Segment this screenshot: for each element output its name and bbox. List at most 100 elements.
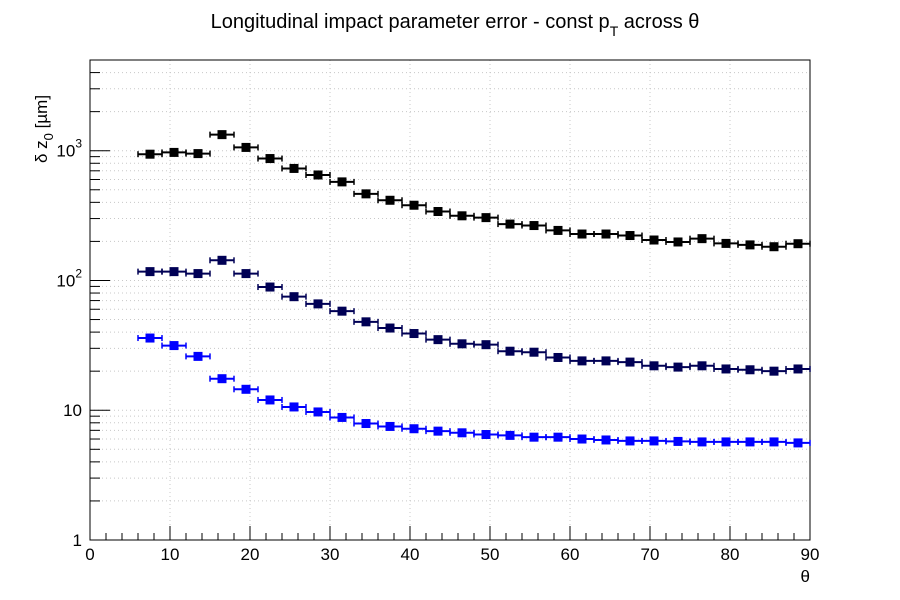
data-point-marker	[361, 317, 371, 327]
data-point-marker	[217, 374, 227, 384]
data-point-marker	[529, 221, 539, 231]
series-2	[137, 255, 811, 376]
data-point-marker	[697, 234, 707, 244]
y-tick-label: 102	[56, 266, 82, 290]
data-point-marker	[265, 395, 275, 405]
x-tick-label: 70	[641, 545, 660, 564]
data-point-marker	[505, 430, 515, 440]
data-point-marker	[169, 267, 179, 277]
data-point-marker	[673, 362, 683, 372]
data-point-marker	[529, 432, 539, 442]
data-point-marker	[217, 255, 227, 265]
data-marks	[137, 130, 811, 448]
data-point-marker	[313, 407, 323, 417]
data-point-marker	[793, 239, 803, 249]
data-point-marker	[169, 147, 179, 157]
data-point-marker	[457, 428, 467, 438]
data-point-marker	[745, 240, 755, 250]
data-point-marker	[241, 269, 251, 279]
data-point-marker	[697, 437, 707, 447]
data-point-marker	[409, 329, 419, 339]
data-point-marker	[529, 347, 539, 357]
data-point-marker	[577, 434, 587, 444]
data-point-marker	[193, 269, 203, 279]
x-tick-label: 80	[721, 545, 740, 564]
data-point-marker	[769, 366, 779, 376]
data-point-marker	[721, 364, 731, 374]
data-point-marker	[769, 437, 779, 447]
data-point-marker	[385, 421, 395, 431]
data-point-marker	[649, 235, 659, 245]
data-point-marker	[673, 436, 683, 446]
data-point-marker	[409, 200, 419, 210]
data-point-marker	[241, 142, 251, 152]
data-point-marker	[145, 333, 155, 343]
y-tick-label: 1	[73, 531, 82, 550]
data-point-marker	[217, 130, 227, 140]
data-point-marker	[289, 292, 299, 302]
data-point-marker	[409, 424, 419, 434]
data-point-marker	[433, 207, 443, 217]
y-axis-title-rest: [µm]	[32, 95, 51, 133]
data-point-marker	[457, 339, 467, 349]
data-point-marker	[265, 282, 275, 292]
x-tick-label: 10	[161, 545, 180, 564]
data-point-marker	[553, 432, 563, 442]
plot-frame	[89, 59, 811, 541]
x-tick-label: 30	[321, 545, 340, 564]
chart-title: Longitudinal impact parameter error - co…	[211, 11, 700, 39]
data-point-marker	[625, 436, 635, 446]
series-1	[137, 130, 811, 252]
data-point-marker	[505, 346, 515, 356]
data-point-marker	[337, 306, 347, 316]
data-point-marker	[313, 299, 323, 309]
data-point-marker	[361, 419, 371, 429]
data-point-marker	[361, 189, 371, 199]
data-point-marker	[625, 231, 635, 241]
data-point-marker	[289, 163, 299, 173]
x-tick-label: 20	[241, 545, 260, 564]
data-point-marker	[385, 323, 395, 333]
data-point-marker	[745, 437, 755, 447]
y-axis-title-subscript: 0	[41, 133, 56, 140]
data-point-marker	[601, 356, 611, 366]
data-point-marker	[649, 361, 659, 371]
data-point-marker	[673, 237, 683, 247]
data-point-marker	[505, 219, 515, 229]
data-point-marker	[433, 426, 443, 436]
x-tick-label: 60	[561, 545, 580, 564]
x-axis-title: θ	[801, 567, 810, 586]
data-point-marker	[385, 195, 395, 205]
data-point-marker	[193, 351, 203, 361]
data-point-marker	[793, 364, 803, 374]
x-tick-label: 40	[401, 545, 420, 564]
data-point-marker	[601, 229, 611, 239]
data-point-marker	[481, 430, 491, 440]
data-point-marker	[169, 341, 179, 351]
data-point-marker	[721, 238, 731, 248]
data-point-marker	[721, 437, 731, 447]
data-point-marker	[769, 242, 779, 252]
y-axis-title-main: δ z	[32, 140, 51, 163]
chart-title-main: Longitudinal impact parameter error - co…	[211, 11, 610, 33]
data-point-marker	[481, 213, 491, 223]
data-point-marker	[289, 402, 299, 412]
data-point-marker	[553, 352, 563, 362]
data-point-marker	[313, 170, 323, 180]
series-3	[137, 333, 811, 448]
data-point-marker	[193, 149, 203, 159]
data-point-marker	[553, 225, 563, 235]
data-point-marker	[241, 384, 251, 394]
data-point-marker	[145, 267, 155, 277]
chart-title-rest: across θ	[618, 11, 699, 33]
data-point-marker	[793, 438, 803, 448]
data-point-marker	[433, 335, 443, 345]
data-point-marker	[745, 365, 755, 375]
y-axis-title: δ z0 [µm]	[32, 95, 56, 163]
data-point-marker	[337, 177, 347, 187]
x-tick-label: 90	[801, 545, 820, 564]
data-point-marker	[265, 154, 275, 164]
x-tick-label: 50	[481, 545, 500, 564]
